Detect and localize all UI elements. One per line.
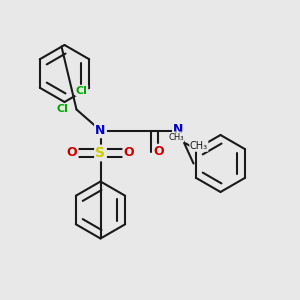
Text: N: N — [95, 124, 106, 137]
Text: O: O — [67, 146, 77, 160]
Text: O: O — [154, 145, 164, 158]
Text: CH₃: CH₃ — [168, 133, 184, 142]
Text: Cl: Cl — [76, 86, 88, 96]
Text: Cl: Cl — [56, 104, 68, 115]
Text: N: N — [173, 122, 184, 136]
Text: S: S — [95, 146, 106, 160]
Text: H: H — [174, 132, 183, 142]
Text: CH₃: CH₃ — [190, 141, 208, 151]
Text: O: O — [124, 146, 134, 160]
